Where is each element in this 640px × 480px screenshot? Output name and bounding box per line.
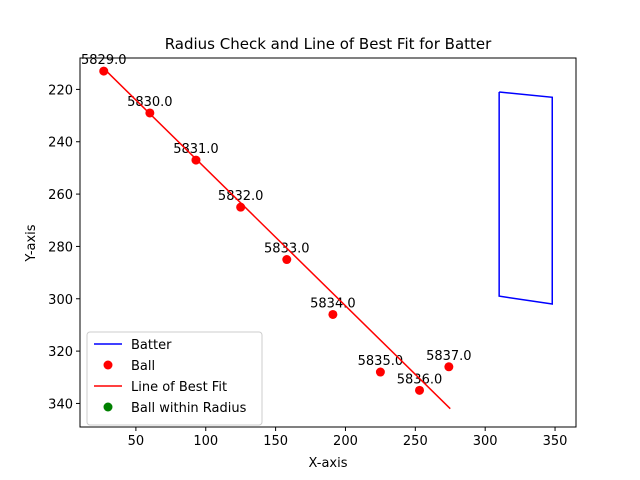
chart-title: Radius Check and Line of Best Fit for Ba… [165,35,492,53]
ball-point [282,255,292,265]
legend-line-of-best-fit-label: Line of Best Fit [131,380,227,395]
ball-point-label: 5836.0 [397,372,443,387]
y-tick-label: 320 [48,345,73,360]
y-tick-label: 300 [48,293,73,308]
plot-frame [79,57,577,428]
ball-point-label: 5834.0 [310,296,356,311]
legend-ball-within-radius-label: Ball within Radius [131,401,247,416]
plot-area: 50 100 150 200 250 300 350 220 240 260 280 300 320 34… [48,53,577,449]
x-tick-label: 100 [193,434,218,449]
legend-ball-swatch [103,360,113,370]
x-tick-label: 200 [333,434,358,449]
legend: Batter Ball Line of Best Fit Ball within Ra… [86,331,263,426]
line-of-best-fit-line [103,67,451,410]
ball-point-label: 5835.0 [358,354,404,369]
y-tick-label: 220 [48,83,73,98]
x-tick-label: 150 [263,434,288,449]
x-tick-label: 50 [128,434,145,449]
y-tick-label: 240 [48,136,73,151]
ball-point-label: 5829.0 [81,53,127,68]
ball-point-label: 5837.0 [426,349,472,364]
legend-ball-label: Ball [131,359,155,374]
y-tick-label: 280 [48,240,73,255]
batter-line [498,91,553,305]
y-axis-title: Y-axis [24,224,39,262]
y-tick-label: 340 [48,397,73,412]
legend-box [86,331,263,426]
ball-point-label: 5832.0 [218,189,264,204]
legend-ball-within-radius-swatch [103,402,113,412]
x-tick-label: 300 [473,434,498,449]
ball-point [328,309,338,319]
x-tick-label: 250 [403,434,428,449]
ball-point [99,66,109,76]
ball-point [415,385,425,395]
x-tick-label: 350 [543,434,568,449]
ball-point-label: 5831.0 [173,142,219,157]
ball-point [375,367,385,377]
legend-batter-label: Batter [131,338,172,353]
ball-point-label: 5830.0 [127,95,173,110]
x-axis-title: X-axis [309,456,348,471]
ball-point [444,362,454,372]
y-tick-label: 260 [48,188,73,203]
